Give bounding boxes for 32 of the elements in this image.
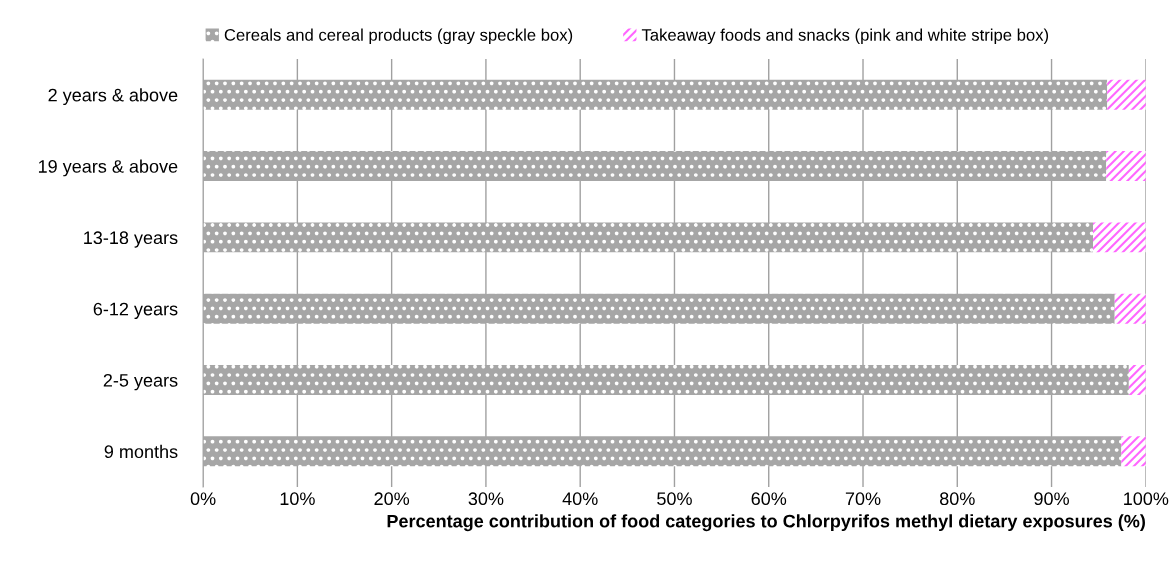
x-tick-label: 20% xyxy=(374,492,410,506)
x-tick-label: 90% xyxy=(1034,492,1069,506)
y-tick-label: 2-5 years xyxy=(103,373,178,391)
y-tick-label: 2 years & above xyxy=(48,88,178,106)
x-tick-label: 30% xyxy=(468,492,504,506)
bar xyxy=(203,436,1122,467)
y-tick-label: 13-18 years xyxy=(84,231,178,248)
x-tick-label: 80% xyxy=(940,492,975,506)
bar xyxy=(203,293,1115,324)
bar xyxy=(1107,79,1146,110)
bar xyxy=(1114,293,1146,324)
x-tick-label: 100% xyxy=(1124,492,1169,506)
bar xyxy=(203,365,1129,395)
x-tick-label: 10% xyxy=(280,492,315,506)
bar xyxy=(1093,222,1146,253)
x-tick-label: 40% xyxy=(562,492,598,506)
x-tick-label: 0% xyxy=(190,492,216,506)
bar xyxy=(1128,365,1146,395)
x-tick-label: 70% xyxy=(845,492,881,506)
y-tick-label: 6-12 years xyxy=(93,302,178,319)
legend-label: Cereals and cereal products (gray speckle box) xyxy=(224,28,573,45)
y-tick-label: 19 years & above xyxy=(38,159,178,177)
x-tick-label: 50% xyxy=(657,492,692,506)
legend-label: Takeaway foods and snacks (pink and white stripe box) xyxy=(641,28,1049,45)
bar xyxy=(203,151,1107,182)
bar xyxy=(203,79,1108,110)
bar xyxy=(203,222,1094,253)
bar xyxy=(1106,151,1146,182)
y-tick-label: 9 months xyxy=(104,444,178,459)
x-axis-title: Percentage contribution of food categories to Chlorpyrifos methyl dietary exposures (%) xyxy=(387,514,1145,532)
bar xyxy=(1121,436,1146,467)
x-tick-label: 60% xyxy=(751,492,787,506)
